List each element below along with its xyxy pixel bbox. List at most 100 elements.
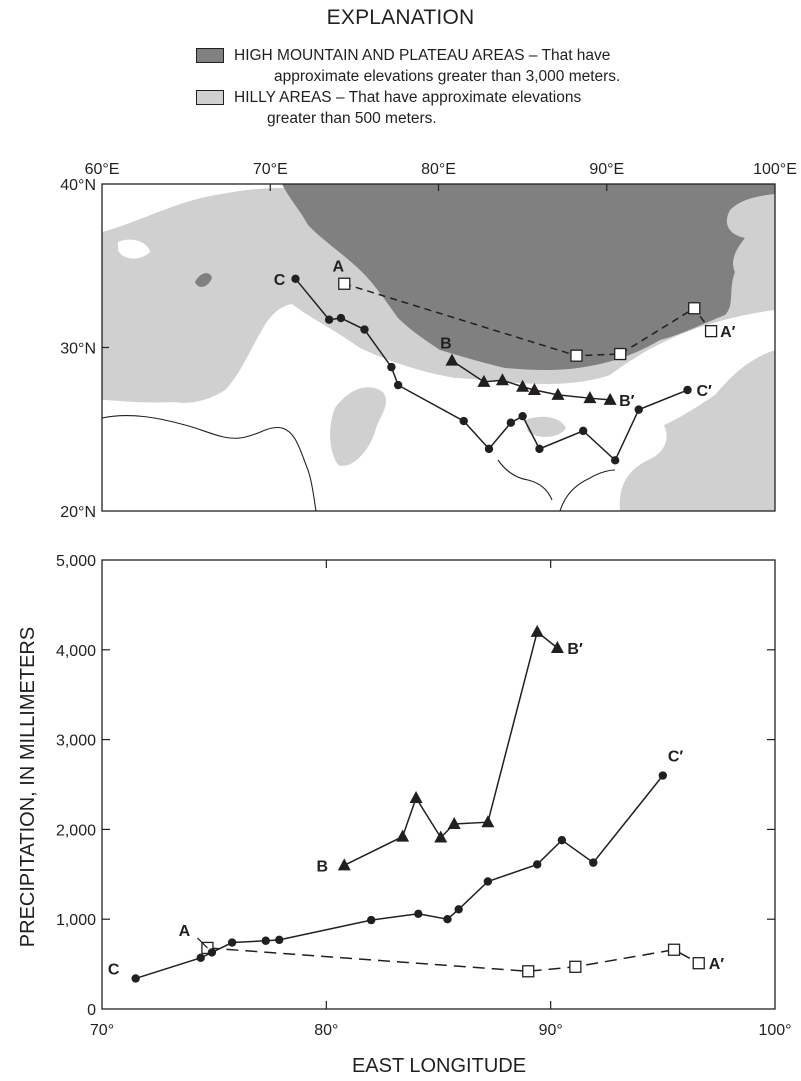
map-profile-point: [506, 418, 516, 427]
legend-mountain-line1: HIGH MOUNTAIN AND PLATEAU AREAS – That h…: [234, 47, 611, 64]
map-profile-point: [338, 277, 351, 290]
map-profile-point: [360, 325, 369, 334]
legend-title: EXPLANATION: [326, 6, 475, 29]
map-profile-point: [393, 380, 403, 390]
x-tick-label: 80°: [314, 1022, 338, 1039]
data-point: [443, 915, 452, 924]
map-profile-start-label: A: [332, 259, 344, 276]
map-profile-point: [477, 374, 491, 387]
hill-swatch: [196, 90, 224, 105]
data-point: [396, 829, 410, 842]
y-tick-label: 1,000: [56, 912, 96, 929]
map-profile-point: [527, 383, 541, 396]
map-profile-point: [445, 353, 459, 366]
data-point: [692, 957, 705, 970]
data-point: [261, 936, 270, 945]
x-tick-label: 90°: [539, 1022, 563, 1039]
map-profile-point: [336, 313, 346, 323]
map-lon-tick-label: 90°E: [589, 161, 624, 178]
data-point: [227, 938, 237, 947]
map-profile-point: [634, 405, 643, 414]
x-tick-label: 70°: [90, 1022, 114, 1039]
series-start-label: A: [179, 923, 191, 940]
data-point: [533, 860, 542, 869]
map-profile-point: [688, 302, 701, 315]
map-profile-point: [614, 347, 627, 361]
hill-patch-south: [330, 387, 386, 466]
data-point: [557, 835, 567, 845]
data-point: [522, 965, 535, 978]
hill-patch-west: [118, 239, 150, 259]
legend-hill-line2: greater than 500 meters.: [267, 110, 437, 127]
data-point: [658, 771, 668, 780]
y-tick-label: 0: [87, 1002, 96, 1019]
map-profile-end-label: B′: [619, 393, 635, 410]
data-point: [409, 790, 423, 803]
x-tick-label: 100°: [758, 1022, 791, 1039]
y-tick-label: 3,000: [56, 733, 96, 750]
map-profile-point: [324, 315, 334, 324]
legend-hill-line1: HILLY AREAS – That have approximate elev…: [234, 89, 582, 106]
data-point: [589, 858, 598, 867]
map-profile-point: [518, 411, 527, 421]
series-start-label: B: [316, 858, 328, 875]
map-profile-start-label: C: [274, 272, 286, 289]
data-point: [207, 948, 217, 957]
data-point: [367, 915, 376, 925]
data-point: [481, 815, 495, 828]
map-profile-line-a: [344, 283, 712, 357]
series-end-label: A′: [709, 956, 725, 973]
series-end-label: C′: [668, 749, 684, 766]
series-line-b: [343, 630, 558, 866]
data-point: [667, 943, 681, 956]
map-profile-point: [578, 426, 588, 436]
label-leader: [197, 937, 208, 949]
map-lat-tick-label: 30°N: [60, 341, 96, 358]
map-profile-end-label: A′: [720, 324, 736, 341]
map-lon-tick-label: 70°E: [253, 161, 288, 178]
data-point: [131, 974, 140, 983]
map-profile-point: [516, 379, 530, 392]
location-map: 60°E 70°E 80°E 90°E 100°E 40°N 30°N 20°N A A′ B B′…: [60, 161, 797, 520]
series-line-c: [135, 775, 664, 980]
map-lon-tick-label: 80°E: [421, 161, 456, 178]
map-profile-point: [570, 349, 583, 362]
map-lon-tick-label: 100°E: [753, 161, 797, 178]
map-profile-point: [484, 444, 494, 454]
coastline: [102, 414, 317, 511]
legend-text-mountain: HIGH MOUNTAIN AND PLATEAU AREAS – That h…: [234, 45, 620, 87]
legend-mountain-line2: approximate elevations greater than 3,00…: [274, 68, 621, 85]
mountain-patch-west: [195, 273, 212, 287]
map-profile-point: [495, 373, 509, 386]
y-tick-label: 5,000: [56, 553, 96, 570]
map-profile-point: [683, 385, 692, 395]
data-point: [454, 905, 463, 914]
map-profile-point: [603, 392, 617, 405]
y-tick-label: 2,000: [56, 822, 96, 839]
map-profile-point: [535, 444, 544, 454]
data-point: [569, 960, 582, 973]
x-axis-title: EAST LONGITUDE: [352, 1055, 526, 1077]
map-profile-end-label: C′: [697, 383, 713, 400]
y-tick-label: 4,000: [56, 643, 96, 660]
map-profile-point: [704, 324, 718, 338]
series-start-label: C: [108, 961, 120, 978]
series-end-label: B′: [567, 641, 583, 658]
map-profile-point: [291, 274, 300, 284]
data-point: [447, 817, 461, 830]
data-point: [483, 877, 493, 886]
series-line-a: [207, 947, 700, 973]
map-profile-point: [387, 362, 396, 372]
data-point: [337, 858, 351, 871]
mountain-swatch: [196, 48, 224, 63]
map-profile-point: [551, 387, 565, 400]
data-point: [201, 941, 214, 955]
map-lon-tick-label: 60°E: [85, 161, 120, 178]
map-profile-start-label: B: [440, 336, 452, 353]
plot-frame: [101, 559, 776, 1010]
coastline-east: [559, 469, 616, 511]
data-point: [414, 909, 423, 919]
map-profile-point: [459, 416, 468, 426]
mountain-region: [282, 184, 775, 370]
data-point: [275, 935, 284, 945]
